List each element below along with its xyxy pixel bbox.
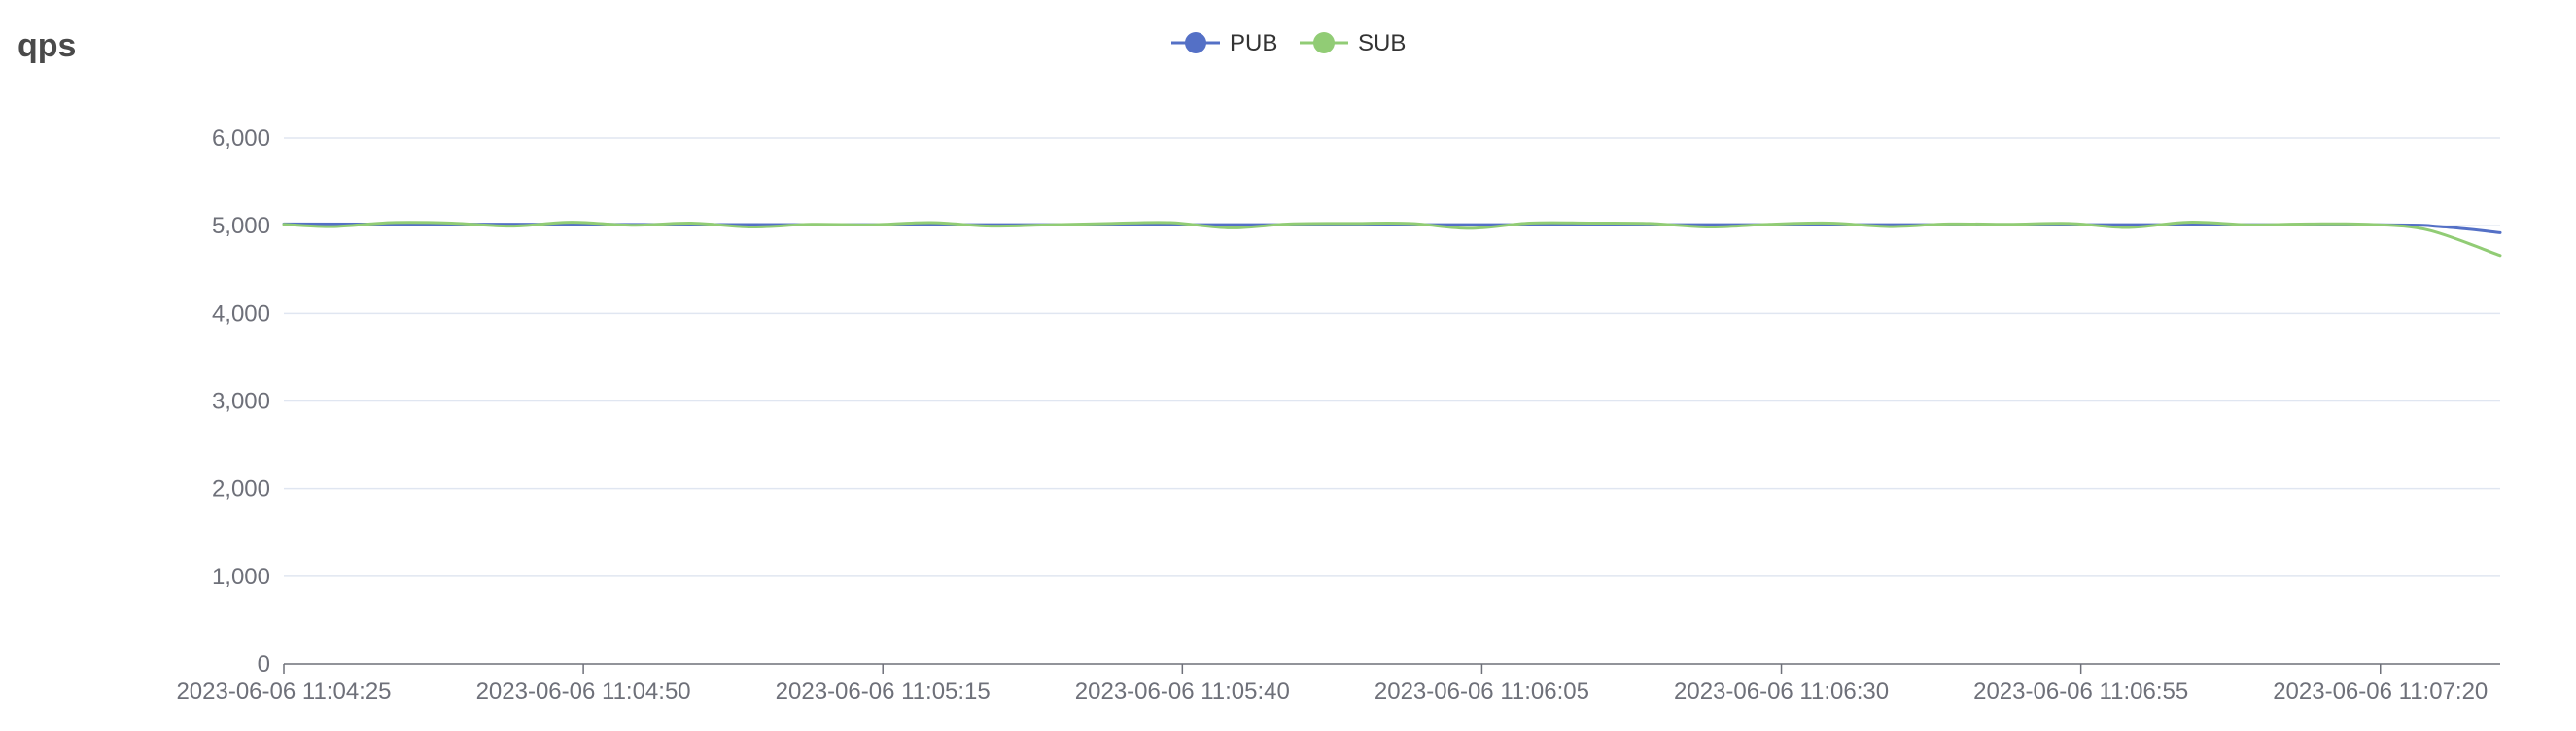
y-tick-label: 2,000 [212,476,270,503]
x-tick-label: 2023-06-06 11:05:40 [1075,679,1290,705]
x-tick-label: 2023-06-06 11:05:15 [776,679,991,705]
y-tick-label: 6,000 [212,125,270,152]
legend-marker-sub[interactable] [1313,32,1335,53]
y-tick-label: 4,000 [212,300,270,327]
legend-label-sub[interactable]: SUB [1358,30,1406,56]
x-tick-label: 2023-06-06 11:07:20 [2273,679,2488,705]
y-tick-label: 0 [258,651,270,678]
x-tick-label: 2023-06-06 11:04:25 [176,679,391,705]
x-tick-label: 2023-06-06 11:06:30 [1674,679,1889,705]
y-tick-label: 1,000 [212,564,270,590]
y-tick-label: 5,000 [212,213,270,239]
x-tick-label: 2023-06-06 11:06:55 [1973,679,2188,705]
legend-label-pub[interactable]: PUB [1230,30,1277,56]
chart-title: qps [17,27,77,64]
series-line-sub [282,221,2502,258]
x-tick-label: 2023-06-06 11:06:05 [1375,679,1589,705]
legend-marker-pub[interactable] [1185,32,1206,53]
x-tick-label: 2023-06-06 11:04:50 [476,679,691,705]
y-tick-label: 3,000 [212,389,270,415]
